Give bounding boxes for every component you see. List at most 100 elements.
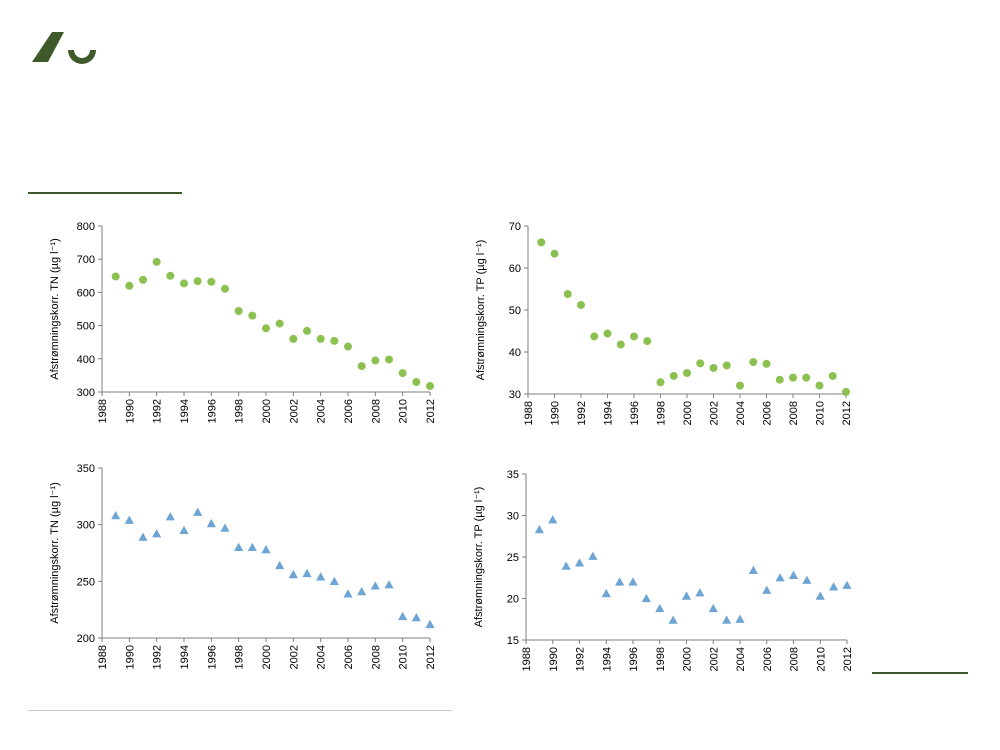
data-point — [775, 375, 784, 384]
x-tick-label: 2006 — [343, 399, 355, 423]
data-point — [289, 334, 298, 343]
x-tick-label: 2012 — [842, 647, 854, 671]
data-point — [534, 525, 544, 534]
x-tick-label: 2010 — [815, 647, 827, 671]
data-point — [261, 545, 271, 554]
data-point — [616, 340, 625, 349]
data-point — [709, 363, 718, 372]
y-tick-label: 35 — [507, 469, 519, 481]
x-tick-label: 1988 — [97, 645, 109, 669]
data-point — [425, 619, 435, 629]
data-point — [124, 515, 134, 524]
data-point — [802, 373, 811, 382]
x-tick-label: 1992 — [576, 401, 588, 425]
data-point — [802, 575, 812, 584]
x-tick-label: 2008 — [370, 399, 382, 423]
data-point — [384, 580, 394, 589]
data-point — [316, 334, 325, 343]
y-axis-label: Afstrømningskorr. TP (µg l⁻¹) — [475, 240, 487, 381]
y-axis-label: Afstrømningskorr. TN (µg l⁻¹) — [49, 482, 61, 624]
y-tick-label: 70 — [509, 221, 521, 233]
data-point — [736, 381, 744, 390]
data-point — [722, 615, 732, 624]
data-point — [275, 319, 284, 328]
chart-tn-circles: 300 400 500 600 700 800 1988 1990 1992 1994 1996 19… — [49, 221, 437, 423]
data-point — [344, 342, 352, 351]
data-point — [603, 329, 612, 338]
y-tick-label: 20 — [507, 594, 519, 606]
x-tick-label: 1998 — [656, 401, 668, 425]
x-tick-label: 1992 — [152, 645, 164, 669]
data-point — [842, 387, 850, 396]
data-point — [398, 369, 407, 378]
data-point — [248, 311, 257, 320]
x-tick-label: 2012 — [425, 645, 437, 669]
data-point — [412, 378, 421, 387]
x-tick-label: 1996 — [206, 645, 218, 669]
data-point — [275, 560, 285, 570]
data-point — [749, 358, 758, 367]
y-tick-label: 30 — [507, 511, 519, 523]
data-point — [762, 585, 772, 594]
data-point — [681, 591, 692, 600]
x-tick-label: 1988 — [97, 399, 109, 423]
data-point — [152, 529, 162, 538]
x-tick-label: 2000 — [261, 645, 273, 669]
data-point — [302, 568, 312, 578]
chart-tp-triangles: 15 20 25 30 35 1988 1990 1992 1994 1996 1998 2000 20… — [473, 469, 854, 671]
x-tick-label: 1990 — [124, 645, 136, 669]
data-point — [577, 300, 585, 309]
header-rule — [28, 192, 182, 194]
data-point — [683, 369, 691, 377]
data-point — [234, 306, 243, 315]
y-axis-label: Afstrømningskorr. TN (µg l⁻¹) — [49, 238, 61, 380]
y-tick-label: 50 — [509, 305, 521, 317]
logo-slash — [32, 32, 64, 62]
y-tick-label: 600 — [77, 287, 95, 299]
data-point — [828, 371, 837, 380]
data-point — [357, 586, 367, 596]
x-tick-label: 1994 — [601, 647, 613, 671]
y-axis-label: Afstrømningskorr. TP (µg l⁻¹) — [473, 487, 485, 628]
data-point — [655, 603, 665, 613]
data-point — [574, 558, 585, 567]
x-tick-label: 1994 — [179, 645, 191, 669]
data-point — [165, 512, 175, 521]
data-point — [138, 532, 148, 541]
x-tick-label: 2000 — [682, 401, 694, 425]
data-point — [775, 573, 785, 582]
data-point — [234, 542, 244, 552]
data-point — [695, 588, 705, 597]
data-point — [152, 257, 161, 266]
x-tick-label: 1990 — [548, 647, 560, 671]
data-point — [537, 238, 546, 247]
data-point — [561, 561, 571, 570]
data-point — [630, 332, 638, 341]
y-tick-label: 60 — [509, 263, 521, 275]
x-tick-label: 2010 — [815, 401, 827, 425]
x-tick-label: 2000 — [261, 399, 273, 423]
y-tick-label: 300 — [77, 387, 95, 399]
x-tick-label: 2002 — [708, 647, 720, 671]
data-point — [111, 511, 121, 520]
data-point — [371, 356, 380, 365]
data-point — [398, 611, 408, 621]
y-tick-label: 300 — [77, 520, 95, 532]
data-point — [179, 525, 189, 535]
data-point — [696, 359, 705, 368]
y-tick-label: 30 — [509, 389, 521, 401]
data-point — [288, 569, 298, 579]
x-tick-label: 1992 — [152, 399, 164, 423]
data-point — [139, 275, 147, 284]
y-tick-label: 350 — [77, 463, 95, 475]
y-tick-label: 400 — [77, 354, 95, 366]
data-point — [788, 570, 799, 579]
x-tick-label: 1998 — [234, 399, 246, 423]
data-point — [762, 359, 771, 368]
x-tick-label: 1994 — [179, 399, 191, 423]
data-point — [343, 589, 353, 598]
y-tick-label: 40 — [509, 347, 521, 359]
x-tick-label: 2008 — [370, 645, 382, 669]
data-point — [563, 290, 572, 299]
data-point — [370, 581, 380, 590]
